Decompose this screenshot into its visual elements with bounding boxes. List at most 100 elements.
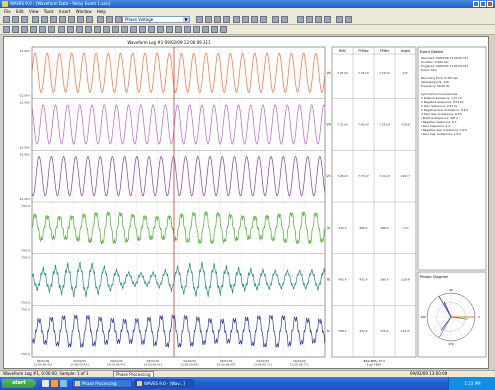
toolbar-button-9[interactable]: [76, 26, 83, 33]
toolbar-button-26[interactable]: [315, 16, 322, 23]
minimize-button[interactable]: [473, 1, 479, 7]
channel-select[interactable]: Phase Voltage ▼: [122, 16, 190, 23]
toolbar-button-22[interactable]: [193, 26, 200, 33]
toolbar-button-3[interactable]: [21, 26, 28, 33]
plot-grid: [32, 47, 325, 357]
toolbar-button-10[interactable]: [85, 26, 92, 33]
toolbar-button-16[interactable]: [214, 16, 221, 23]
toolbar-button-23[interactable]: [202, 26, 209, 33]
menu-tools[interactable]: Tools: [43, 9, 54, 14]
phasor-angle-label: 270: [448, 342, 454, 346]
event-details-heading: Event Details: [420, 50, 443, 54]
toolbar-button-12[interactable]: [106, 16, 113, 23]
status-left: Waveform Log #1, 0:00:00, Sample: 1 of 1: [3, 371, 89, 376]
toolbar-button-24[interactable]: [297, 16, 304, 23]
toolbar-button-7[interactable]: [58, 26, 65, 33]
event-detail-line: I Negative Seq. Unbalance: 2.0%: [421, 128, 467, 132]
toolbar-button-15[interactable]: [130, 26, 137, 33]
menu-file[interactable]: File: [4, 9, 11, 14]
toolbar-button-28[interactable]: [336, 16, 343, 23]
event-detail-line: Recording Time: 0.457 sec: [421, 76, 459, 80]
close-button[interactable]: [487, 1, 493, 7]
toolbar-button-9[interactable]: [77, 16, 84, 23]
menu-view[interactable]: View: [29, 9, 39, 14]
table-cell: -119.9°: [400, 123, 411, 127]
toolbar-button-3[interactable]: [21, 16, 28, 23]
time-tick-label: 09/02/09: [147, 359, 160, 363]
toolbar-button-11[interactable]: [94, 26, 101, 33]
toolbar-button-7[interactable]: [59, 16, 66, 23]
toolbar-button-17[interactable]: [223, 16, 230, 23]
toolbar-button-11[interactable]: [97, 16, 104, 23]
waveform-trace-ic: [31, 314, 326, 349]
toolbar-button-21[interactable]: [260, 16, 267, 23]
toolbar-button-6[interactable]: [50, 16, 57, 23]
toolbar-button-13[interactable]: [112, 26, 119, 33]
toolbar-button-10[interactable]: [86, 16, 93, 23]
table-cell: 388 A: [380, 226, 388, 230]
toolbar-button-29[interactable]: [345, 16, 352, 23]
phasor-angle-label: 0: [478, 315, 480, 319]
table-cell: 0.0°: [403, 71, 409, 75]
amplitude-axis: 12.5kV -12.5kV 12.5kV -12.5kV 12.5kV -12.5kV 7…: [18, 49, 31, 356]
toolbar-button-4[interactable]: [30, 26, 37, 33]
table-cell: 380 A: [380, 278, 388, 282]
time-tick-label: 13:00:09.711: [253, 363, 272, 367]
toolbar-button-17[interactable]: [148, 26, 155, 33]
table-cell: 7.19 kV: [379, 71, 390, 75]
toolbar-button-25[interactable]: [306, 16, 313, 23]
channel-label: Vc: [326, 174, 330, 178]
toolbar-button-5[interactable]: [39, 26, 46, 33]
toolbar-button-15[interactable]: [205, 16, 212, 23]
toolbar-button-25[interactable]: [220, 26, 227, 33]
toolbar-button-20[interactable]: [251, 16, 258, 23]
toolbar-button-13[interactable]: [115, 16, 122, 23]
toolbar-button-14[interactable]: [196, 16, 203, 23]
quicklaunch-explorer-icon[interactable]: [60, 380, 67, 387]
toolbar-button-14[interactable]: [121, 26, 128, 33]
menu-help[interactable]: Help: [96, 9, 106, 14]
quicklaunch-browser-icon[interactable]: [51, 380, 58, 387]
menu-window[interactable]: Window: [75, 9, 92, 14]
toolbar-button-18[interactable]: [157, 26, 164, 33]
table-header: RMS: [339, 49, 346, 53]
channel-label: Va: [326, 71, 330, 75]
event-detail-line: I Zero Seq. Unbalance: 1.5%: [421, 132, 461, 136]
toolbar-button-19[interactable]: [166, 26, 173, 33]
toolbar-button-27[interactable]: [324, 16, 331, 23]
amplitude-tick-label: 12.5kV: [20, 152, 31, 156]
toolbar-button-2[interactable]: [12, 26, 19, 33]
toolbar-button-21[interactable]: [184, 26, 191, 33]
quicklaunch-desktop-icon[interactable]: [42, 380, 49, 387]
table-cell: 468 A: [359, 226, 367, 230]
toolbar-button-19[interactable]: [242, 16, 249, 23]
menu-edit[interactable]: Edit: [15, 9, 24, 14]
status-right: 09/02/09 13:00:09: [410, 371, 448, 376]
title-bar: WAVES 9.0 - [Waveform Data - Relay Event…: [0, 0, 495, 8]
toolbar-button-1[interactable]: [3, 26, 10, 33]
time-tick-label: 09/02/09: [73, 359, 86, 363]
toolbar-button-24[interactable]: [211, 26, 218, 33]
toolbar-button-6[interactable]: [48, 26, 55, 33]
toolbar-button-4[interactable]: [32, 16, 39, 23]
taskbar-item-waves[interactable]: WAVES 9.0 - [Wav...]: [134, 379, 194, 388]
toolbar-button-12[interactable]: [103, 26, 110, 33]
phasor-spoke: [450, 316, 464, 338]
toolbar-button-20[interactable]: [175, 26, 182, 33]
toolbar-button-23[interactable]: [281, 16, 288, 23]
toolbar-button-8[interactable]: [68, 16, 75, 23]
time-tick-label: 13:00:09.651: [217, 363, 236, 367]
start-button[interactable]: start: [2, 379, 36, 388]
toolbar-button-18[interactable]: [233, 16, 240, 23]
maximize-button[interactable]: [480, 1, 486, 7]
taskbar-item-processing[interactable]: Phase Processing: [72, 379, 132, 388]
menu-insert[interactable]: Insert: [58, 9, 71, 14]
toolbar-button-2[interactable]: [12, 16, 19, 23]
toolbar-button-1[interactable]: [3, 16, 10, 23]
toolbar-button-8[interactable]: [67, 26, 74, 33]
toolbar-button-5[interactable]: [41, 16, 48, 23]
toolbar-button-22[interactable]: [272, 16, 279, 23]
event-detail-line: Samples/Cycle: 128: [421, 80, 449, 84]
toolbar-button-16[interactable]: [139, 26, 146, 33]
